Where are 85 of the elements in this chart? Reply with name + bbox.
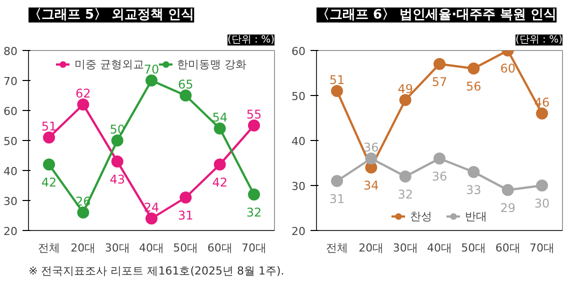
data-label: 49 <box>398 82 413 96</box>
y-tick-label: 50 <box>292 90 306 103</box>
point <box>399 170 412 182</box>
x-tick-label: 전체 <box>326 242 348 254</box>
x-tick-label: 60대 <box>207 242 232 254</box>
y-tick-label: 20 <box>4 225 18 238</box>
data-label: 56 <box>466 80 482 94</box>
data-label: 60 <box>500 62 516 76</box>
data-label: 32 <box>398 188 413 202</box>
point <box>331 85 343 97</box>
point <box>180 192 192 204</box>
data-label: 30 <box>534 196 550 210</box>
point <box>331 175 343 187</box>
legend-label: 미중 균형외교 <box>74 56 144 72</box>
data-label: 36 <box>364 140 379 154</box>
y-tick-label: 50 <box>4 135 18 148</box>
x-tick-label: 40대 <box>139 242 164 254</box>
point <box>248 120 260 132</box>
y-tick-label: 80 <box>4 45 18 58</box>
x-tick-label: 30대 <box>104 242 130 254</box>
point <box>180 90 192 102</box>
point <box>43 158 55 170</box>
point <box>214 158 226 170</box>
point <box>111 156 124 168</box>
chart-title: 〈그래프 6〉 법인세율·대주주 복원 인식 <box>316 8 557 22</box>
data-label: 36 <box>432 170 448 184</box>
legend-label: 찬성 <box>410 208 432 224</box>
point <box>365 152 378 164</box>
point <box>468 166 480 178</box>
point <box>399 94 412 106</box>
y-tick-label: 60 <box>292 45 306 58</box>
x-tick-label: 60대 <box>495 242 520 254</box>
data-label: 31 <box>329 192 345 206</box>
x-tick-label: 70대 <box>530 242 554 254</box>
x-tick-label: 50대 <box>461 242 486 254</box>
x-tick-label: 20대 <box>358 242 384 254</box>
point <box>468 62 480 74</box>
point <box>434 152 446 164</box>
data-label: 70 <box>144 62 160 76</box>
chart-title: 〈그래프 5〉 외교정책 인식 <box>28 8 194 22</box>
y-tick-label: 20 <box>292 225 306 238</box>
y-tick-label: 70 <box>4 75 18 88</box>
data-label: 62 <box>76 86 91 100</box>
point <box>43 132 55 144</box>
point <box>146 74 158 86</box>
x-tick-label: 40대 <box>427 242 452 254</box>
data-label: 51 <box>329 73 345 87</box>
data-label: 31 <box>178 208 194 222</box>
data-label: 57 <box>432 75 448 89</box>
point <box>536 108 548 120</box>
y-tick-label: 30 <box>292 180 306 193</box>
data-label: 33 <box>466 183 482 197</box>
data-label: 51 <box>41 120 57 134</box>
point <box>214 122 226 134</box>
y-tick-label: 40 <box>4 165 18 178</box>
x-tick-label: 20대 <box>70 242 96 254</box>
point <box>248 188 260 200</box>
point <box>146 212 158 224</box>
x-tick-label: 전체 <box>38 242 60 254</box>
data-label: 32 <box>246 206 262 220</box>
data-label: 55 <box>246 108 262 122</box>
chart-subtitle: (단위 : %) <box>515 34 563 46</box>
y-tick-label: 40 <box>292 135 306 148</box>
data-label: 54 <box>212 110 228 124</box>
point <box>77 206 90 218</box>
point <box>434 58 446 70</box>
chart-subtitle: (단위 : %) <box>227 34 275 46</box>
x-tick-label: 30대 <box>392 242 418 254</box>
point <box>502 184 514 196</box>
data-label: 43 <box>110 172 125 186</box>
x-tick-label: 70대 <box>242 242 266 254</box>
point <box>77 98 90 110</box>
data-label: 65 <box>178 78 194 92</box>
point <box>111 134 124 146</box>
legend-label: 반대 <box>465 208 487 224</box>
legend-label: 한미동맹 강화 <box>177 56 246 72</box>
y-tick-label: 30 <box>4 195 18 208</box>
text: ※ 전국지표조사 리포트 제161호(2025년 8월 1주). <box>28 264 284 278</box>
x-tick-label: 50대 <box>173 242 198 254</box>
y-tick-label: 60 <box>4 105 18 118</box>
data-label: 42 <box>212 176 228 190</box>
data-label: 29 <box>500 201 516 215</box>
data-label: 34 <box>364 178 379 192</box>
point <box>536 180 548 192</box>
data-label: 42 <box>41 176 57 190</box>
